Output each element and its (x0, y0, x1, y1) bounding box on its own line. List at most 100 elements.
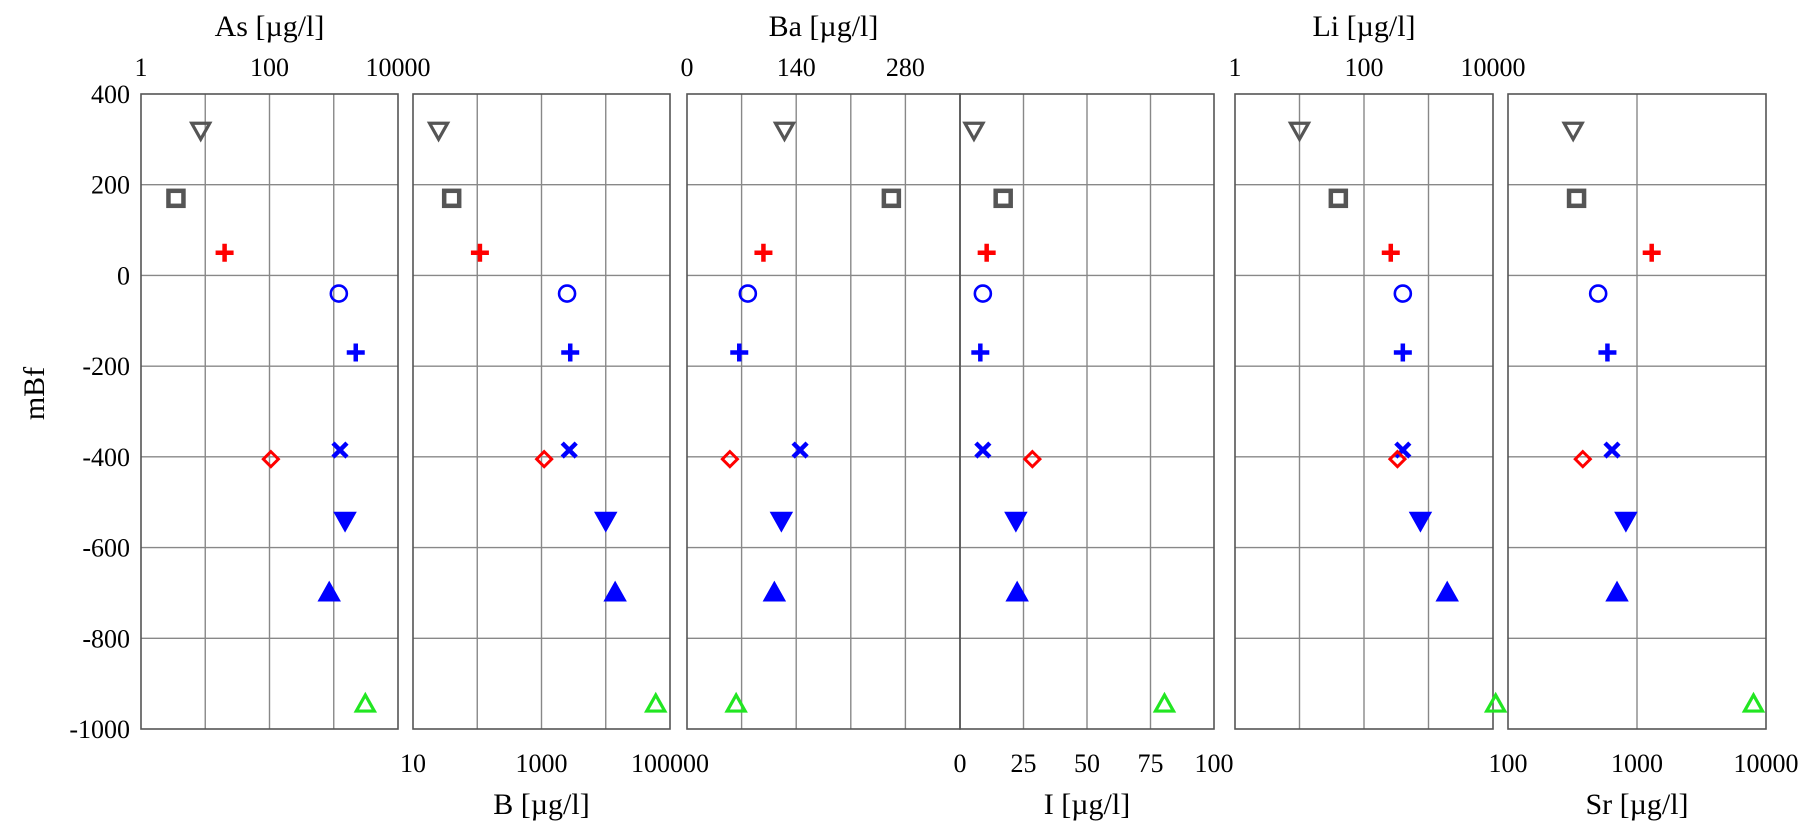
panel-2-point-blue-plus-4 (561, 343, 580, 362)
panel-2-point-red-plus-2 (470, 243, 489, 262)
panel-1-point-red-diamond-6 (261, 449, 281, 469)
panel-3-point-blue-plus-4 (730, 343, 749, 362)
panel-6-point-green-up-triangle-9 (1741, 691, 1766, 713)
panel-2-xtick-label-2: 100000 (631, 749, 709, 778)
panel-6-point-blue-filled-down-triangle-7 (1614, 511, 1638, 533)
y-tick-label-0: 400 (91, 80, 130, 109)
panel-6-point-gray-square-1 (1566, 188, 1587, 209)
panel-2-point-red-diamond-6 (534, 449, 554, 469)
panel-2-point-blue-filled-down-triangle-7 (594, 511, 618, 533)
panel-1-point-blue-filled-up-triangle-8 (317, 580, 341, 602)
panel-3-point-blue-x-5 (791, 441, 809, 459)
panel-6-point-blue-plus-4 (1598, 343, 1617, 362)
y-tick-label-7: -1000 (69, 715, 130, 744)
panel-4-point-blue-filled-down-triangle-7 (1004, 511, 1028, 533)
y-tick-label-6: -800 (82, 624, 130, 653)
panel-5-xtick-label-0: 1 (1229, 53, 1242, 82)
panel-2-xlabel: B [µg/l] (493, 788, 589, 821)
panel-6-xtick-label-1: 1000 (1611, 749, 1663, 778)
panel-5-point-red-plus-2 (1381, 243, 1400, 262)
panel-1-point-blue-x-5 (331, 441, 349, 459)
panel-5-xlabel: Li [µg/l] (1312, 10, 1415, 43)
panel-1-point-red-plus-2 (215, 243, 234, 262)
y-tick-label-1: 200 (91, 171, 130, 200)
panel-3-xtick-label-2: 280 (886, 53, 925, 82)
panel-4-point-red-plus-2 (977, 243, 996, 262)
panel-5-xtick-label-1: 100 (1345, 53, 1384, 82)
panel-1-xtick-label-1: 100 (250, 53, 289, 82)
panel-5-xtick-label-2: 10000 (1461, 53, 1526, 82)
panel-4-xtick-label-1: 25 (1011, 749, 1037, 778)
panel-3-point-red-diamond-6 (720, 449, 740, 469)
panel-1-point-gray-down-triangle-0 (188, 121, 213, 143)
panel-3-point-gray-down-triangle-0 (772, 121, 797, 143)
panel-6-xlabel: Sr [µg/l] (1585, 788, 1688, 821)
panel-2-frame (412, 93, 671, 730)
panel-6-point-red-diamond-6 (1573, 449, 1593, 469)
panel-5-point-blue-x-5 (1394, 441, 1412, 459)
panel-4-xtick-label-4: 100 (1195, 749, 1234, 778)
panel-3-xlabel: Ba [µg/l] (769, 10, 879, 43)
panel-4-xlabel: I [µg/l] (1044, 788, 1130, 821)
panel-5-point-green-up-triangle-9 (1483, 691, 1508, 713)
panel-1-point-blue-plus-4 (346, 343, 365, 362)
panel-1-xtick-label-0: 1 (135, 53, 148, 82)
panel-4-frame (959, 93, 1215, 730)
panel-2-point-blue-x-5 (560, 441, 578, 459)
y-tick-label-5: -600 (82, 534, 130, 563)
panel-1-point-blue-circle-3 (329, 284, 349, 303)
panel-1-xtick-label-2: 10000 (366, 53, 431, 82)
panel-3-point-blue-filled-up-triangle-8 (762, 580, 787, 602)
panel-5-point-gray-down-triangle-0 (1287, 121, 1312, 143)
panel-5-point-red-diamond-6 (1387, 449, 1408, 469)
panel-4-xtick-label-2: 50 (1074, 749, 1100, 778)
panel-3-point-blue-circle-3 (738, 284, 758, 303)
panel-6-xtick-label-0: 100 (1489, 749, 1528, 778)
panel-1-frame (140, 93, 399, 730)
panel-2-point-green-up-triangle-9 (644, 691, 668, 713)
panel-3-point-green-up-triangle-9 (724, 691, 748, 713)
panel-4-point-blue-filled-up-triangle-8 (1005, 580, 1029, 602)
panel-2-xtick-label-0: 10 (400, 749, 426, 778)
panel-3-point-gray-square-1 (881, 188, 902, 209)
y-tick-label-2: 0 (117, 261, 130, 290)
panel-5-point-blue-filled-down-triangle-7 (1408, 511, 1433, 533)
panel-3-xtick-label-0: 0 (681, 53, 694, 82)
panel-2-point-gray-square-1 (441, 188, 462, 209)
panel-4-xtick-label-0: 0 (954, 749, 967, 778)
y-tick-label-3: -200 (82, 352, 130, 381)
panel-3-point-blue-filled-down-triangle-7 (769, 511, 794, 533)
panel-4-xtick-label-3: 75 (1138, 749, 1164, 778)
panel-4-point-blue-circle-3 (973, 284, 993, 303)
panel-1-xlabel: As [µg/l] (215, 10, 325, 43)
panel-5-point-blue-filled-up-triangle-8 (1435, 580, 1459, 602)
panel-4-point-blue-plus-4 (971, 343, 990, 362)
panel-1-point-blue-filled-down-triangle-7 (333, 511, 357, 533)
panel-6-xtick-label-2: 10000 (1734, 749, 1799, 778)
panel-4-point-gray-square-1 (993, 188, 1013, 209)
panel-4-point-red-diamond-6 (1022, 449, 1043, 469)
panel-3-xtick-label-1: 140 (777, 53, 816, 82)
panel-1-point-gray-square-1 (166, 188, 186, 209)
panel-6-frame (1507, 93, 1767, 730)
panel-6-point-red-plus-2 (1642, 243, 1661, 262)
panel-6-point-blue-filled-up-triangle-8 (1605, 580, 1629, 602)
panel-2-point-blue-circle-3 (557, 284, 577, 303)
panel-3-frame (686, 93, 961, 730)
panel-2-point-blue-filled-up-triangle-8 (603, 580, 627, 602)
panel-4-point-green-up-triangle-9 (1152, 691, 1177, 713)
y-tick-label-4: -400 (82, 443, 130, 472)
y-axis-label: mBf (18, 367, 51, 420)
panel-4-point-gray-down-triangle-0 (962, 121, 986, 143)
panel-1-point-green-up-triangle-9 (353, 691, 378, 713)
panel-2-point-gray-down-triangle-0 (426, 121, 451, 143)
panel-5-point-blue-plus-4 (1393, 343, 1412, 362)
panel-6-point-blue-x-5 (1603, 441, 1621, 459)
panel-4-point-blue-x-5 (974, 441, 992, 459)
panel-5-point-blue-circle-3 (1393, 284, 1413, 303)
panel-5-point-gray-square-1 (1328, 188, 1349, 209)
panel-5-frame (1234, 93, 1494, 730)
panel-2-xtick-label-1: 1000 (516, 749, 568, 778)
